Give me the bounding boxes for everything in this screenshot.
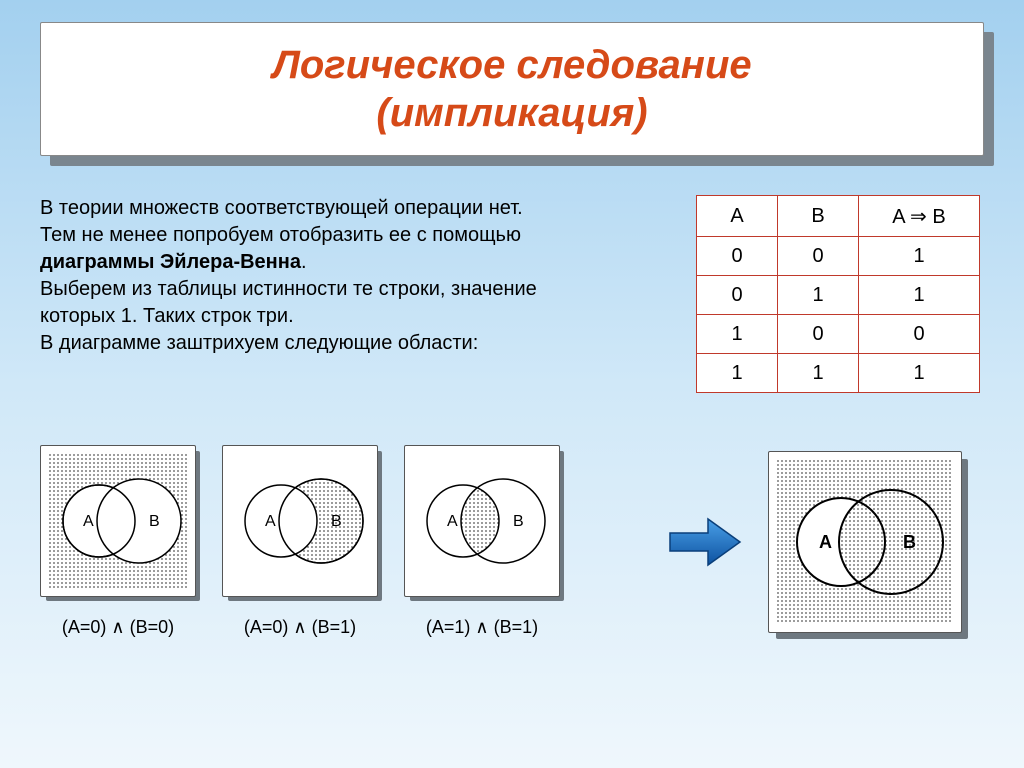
table-row: 0 1 1: [697, 276, 980, 315]
truth-header-B: B: [778, 196, 859, 237]
table-row: 1 1 1: [697, 354, 980, 393]
body-part-1: Тем не менее попробуем отобразить ее с п…: [40, 224, 521, 246]
venn-panel-1: A B (A=0) ∧ (B=0): [40, 445, 196, 638]
venn-label-B: B: [149, 513, 160, 530]
body-part-3: .: [301, 251, 307, 273]
truth-header-A: A: [697, 196, 778, 237]
body-part-0: В теории множеств соответствующей операц…: [40, 197, 523, 219]
arrow-icon: [668, 515, 742, 569]
title-box: Логическое следование (импликация): [40, 22, 984, 156]
body-part-2: диаграммы Эйлера-Венна: [40, 251, 301, 273]
venn-caption-3: (A=1) ∧ (B=1): [404, 617, 560, 638]
title-line-1: Логическое следование: [272, 43, 751, 87]
body-part-4: Выберем из таблицы истинности те строки,…: [40, 278, 537, 327]
venn-label-A: A: [819, 532, 832, 552]
title-line-2: (импликация): [376, 91, 647, 135]
venn-panel-result: A B: [768, 451, 962, 633]
truth-table: A B A ⇒ B 0 0 1 0 1 1 1 0 0 1 1 1: [696, 195, 980, 393]
venn-panel-2: A B (A=0) ∧ (B=1): [222, 445, 378, 638]
venn-caption-1: (A=0) ∧ (B=0): [40, 617, 196, 638]
venn-label-B: B: [513, 513, 524, 530]
truth-header-AimpB: A ⇒ B: [859, 196, 980, 237]
venn-label-A: A: [265, 513, 276, 530]
venn-label-A: A: [83, 513, 94, 530]
table-row: 1 0 0: [697, 315, 980, 354]
slide-title-block: Логическое следование (импликация): [40, 22, 984, 156]
venn-diagram-intersection: A B: [405, 446, 559, 596]
venn-label-B: B: [903, 532, 916, 552]
venn-diagram-bonly: A B: [223, 446, 377, 596]
venn-panel-3: A B (A=1) ∧ (B=1): [404, 445, 560, 638]
venn-label-A: A: [447, 513, 458, 530]
venn-diagram-implication: A B: [769, 452, 961, 632]
venn-label-B: B: [331, 513, 342, 530]
venn-diagram-outside: A B: [41, 446, 195, 596]
body-part-5: В диаграмме заштрихуем следующие области…: [40, 332, 478, 354]
diagrams-row: A B (A=0) ∧ (B=0): [40, 445, 962, 638]
table-row: 0 0 1: [697, 237, 980, 276]
venn-caption-2: (A=0) ∧ (B=1): [222, 617, 378, 638]
body-text: В теории множеств соответствующей операц…: [40, 195, 550, 357]
